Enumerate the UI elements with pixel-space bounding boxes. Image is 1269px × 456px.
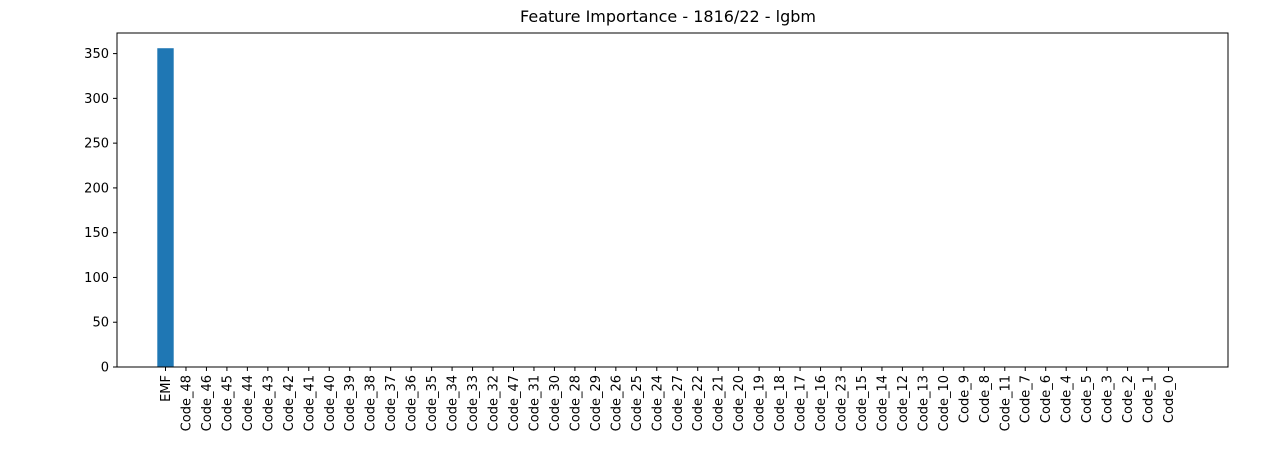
y-tick-label: 200 (84, 181, 109, 196)
x-tick-label: EMF (159, 375, 174, 402)
x-tick-label: Code_7 (1019, 375, 1034, 423)
x-tick-label: Code_24 (650, 375, 665, 431)
x-tick-label: Code_34 (446, 375, 461, 431)
y-tick-label: 50 (92, 316, 109, 331)
x-tick-label: Code_4 (1060, 375, 1075, 423)
y-tick-label: 250 (84, 137, 109, 152)
x-tick-label: Code_38 (364, 375, 379, 431)
x-tick-label: Code_15 (855, 375, 870, 431)
x-tick-label: Code_18 (773, 375, 788, 431)
x-tick-label: Code_31 (527, 375, 542, 431)
y-axis: 0 50 100 150 200 250 300 350 (84, 47, 117, 376)
x-tick-label: Code_12 (896, 375, 911, 431)
x-tick-label: Code_5 (1080, 375, 1095, 423)
x-tick-label: Code_45 (220, 375, 235, 431)
x-tick-label: Code_11 (998, 375, 1013, 431)
x-tick-label: Code_2 (1121, 375, 1136, 423)
x-tick-label: Code_17 (794, 375, 809, 431)
x-tick-label: Code_46 (200, 375, 215, 431)
x-tick-label: Code_39 (343, 375, 358, 431)
bar-emf (157, 48, 174, 367)
x-tick-label: Code_37 (384, 375, 399, 431)
x-tick-label: Code_0 (1162, 375, 1177, 423)
x-tick-label: Code_19 (753, 375, 768, 431)
x-tick-label: Code_3 (1101, 375, 1116, 423)
x-tick-label: Code_9 (957, 375, 972, 423)
x-tick-label: Code_32 (487, 375, 502, 431)
x-tick-label: Code_20 (732, 375, 747, 431)
x-tick-label: Code_48 (179, 375, 194, 431)
x-tick-label: Code_41 (302, 375, 317, 431)
x-axis: EMF Code_48 Code_46 Code_45 Code_44 Code_43 Co… (159, 367, 1177, 431)
x-tick-label: Code_16 (814, 375, 829, 431)
x-tick-label: Code_47 (507, 375, 522, 431)
plot-frame (116, 32, 1229, 368)
x-tick-label: Code_30 (548, 375, 563, 431)
x-tick-label: Code_33 (466, 375, 481, 431)
y-tick-label: 350 (84, 47, 109, 62)
x-tick-label: Code_13 (916, 375, 931, 431)
x-tick-label: Code_26 (609, 375, 624, 431)
x-tick-label: Code_6 (1039, 375, 1054, 423)
x-tick-label: Code_21 (712, 375, 727, 431)
x-tick-label: Code_25 (630, 375, 645, 431)
x-tick-label: Code_40 (323, 375, 338, 431)
x-tick-label: Code_29 (589, 375, 604, 431)
x-tick-label: Code_44 (241, 375, 256, 431)
y-tick-label: 0 (101, 361, 109, 376)
x-tick-label: Code_23 (835, 375, 850, 431)
y-tick-label: 100 (84, 271, 109, 286)
x-tick-label: Code_14 (875, 375, 890, 431)
y-tick-label: 300 (84, 92, 109, 107)
x-tick-label: Code_43 (261, 375, 276, 431)
x-tick-label: Code_22 (691, 375, 706, 431)
x-tick-label: Code_36 (405, 375, 420, 431)
chart-title: Feature Importance - 1816/22 - lgbm (520, 7, 816, 26)
x-tick-label: Code_35 (425, 375, 440, 431)
x-tick-label: Code_8 (978, 375, 993, 423)
x-tick-label: Code_27 (671, 375, 686, 431)
x-tick-label: Code_1 (1142, 375, 1157, 423)
y-tick-label: 150 (84, 226, 109, 241)
x-tick-label: Code_42 (282, 375, 297, 431)
bars-group (157, 48, 174, 367)
x-tick-label: Code_28 (568, 375, 583, 431)
x-tick-label: Code_10 (937, 375, 952, 431)
